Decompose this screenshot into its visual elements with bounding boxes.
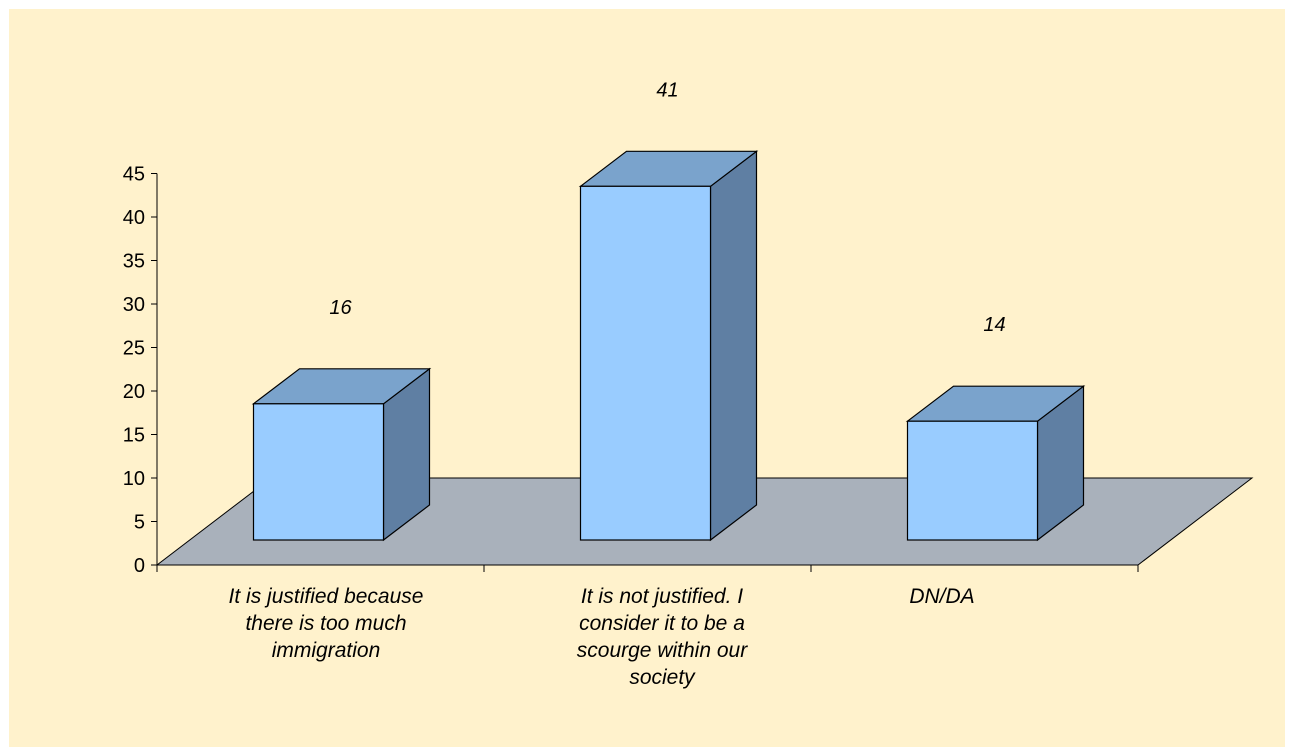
y-tick-label: 10 (123, 468, 145, 490)
y-tick-label: 15 (123, 425, 145, 447)
category-label-1: It is not justified. I consider it to be… (576, 585, 748, 689)
bar-side (709, 150, 758, 542)
category-label-0: It is justified because there is too muc… (228, 585, 424, 662)
y-tick-label: 20 (123, 381, 145, 403)
bar-front (252, 403, 385, 541)
chart-panel: 0 5 10 15 20 25 30 35 40 45 16 41 14 It is justifie… (9, 9, 1285, 747)
bar-chart: 0 5 10 15 20 25 30 35 40 45 16 41 14 (123, 79, 1254, 577)
bar-2 (905, 384, 1086, 542)
data-label-1: 41 (656, 79, 678, 101)
bar-front (906, 420, 1039, 541)
y-tick-label: 25 (123, 338, 145, 360)
data-label-0: 16 (329, 297, 352, 319)
y-tick-label: 40 (123, 207, 145, 229)
bar-1 (578, 150, 759, 542)
y-tick-label: 5 (134, 512, 145, 534)
data-label-2: 14 (983, 314, 1005, 336)
category-label-2: DN/DA (909, 585, 975, 608)
bar-0 (251, 367, 432, 542)
y-tick-label: 35 (123, 251, 145, 273)
y-tick-label: 30 (123, 294, 145, 316)
bar-front (579, 185, 712, 541)
y-tick-label: 0 (134, 555, 145, 577)
y-tick-label: 45 (123, 164, 145, 186)
